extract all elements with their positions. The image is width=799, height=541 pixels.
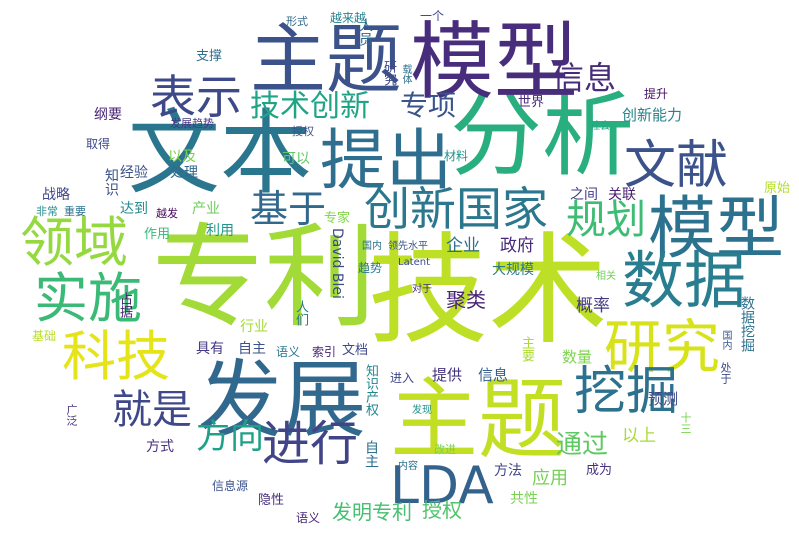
word: 重要: [64, 206, 86, 217]
word: 数量: [562, 350, 592, 365]
word: 支撑: [196, 50, 222, 63]
word: 方向: [196, 420, 264, 454]
word: 自主: [238, 342, 266, 356]
word: 具有: [196, 342, 224, 356]
word: 非常: [36, 206, 58, 217]
word: 共性: [510, 492, 538, 506]
word: 社会: [590, 122, 610, 132]
word: 数据: [622, 250, 746, 312]
word: Latent: [398, 258, 430, 268]
word: 战略: [42, 188, 70, 202]
word: 授权: [292, 126, 314, 137]
word: 知识产权: [364, 364, 377, 416]
word: 成为: [586, 464, 612, 477]
word: 聚类: [446, 290, 486, 310]
word: 信息源: [212, 480, 248, 492]
word: 达到: [120, 202, 148, 216]
word: 取得: [86, 138, 110, 150]
word: 语义: [296, 512, 320, 524]
word: 国内: [720, 330, 730, 350]
word: 提供: [432, 368, 462, 383]
word: 应用: [532, 470, 568, 488]
word: 进行: [262, 420, 358, 468]
word: 处理: [170, 166, 198, 180]
word: 发展趋势: [170, 118, 214, 129]
word: 国内: [362, 242, 382, 252]
word: 科技: [62, 330, 170, 384]
word: 领先水平: [388, 242, 428, 252]
word: 世界: [518, 96, 544, 109]
word: 发明专利: [332, 502, 412, 522]
word: 材料: [444, 150, 468, 162]
word: 隐性: [258, 494, 284, 507]
word: 以及: [168, 150, 196, 164]
word: 语义: [276, 346, 300, 358]
word: 规划: [566, 200, 646, 240]
word: 基础: [32, 330, 56, 342]
word: 主要: [520, 336, 533, 362]
word: 企业: [446, 238, 480, 255]
word: 纲要: [94, 108, 122, 122]
word: 信息: [478, 368, 508, 383]
word: 信息: [552, 62, 616, 94]
word: 主题: [390, 376, 566, 464]
word: 通过: [556, 432, 608, 458]
word: 之间: [570, 188, 598, 202]
word: 提升: [644, 88, 668, 100]
word: 创新能力: [622, 108, 682, 123]
word: 内容: [398, 462, 418, 472]
word: 经验: [120, 166, 148, 180]
word: 趋势: [358, 262, 382, 274]
word: 改进: [434, 444, 456, 455]
word: 领域: [20, 216, 128, 270]
word: 自主: [364, 440, 378, 468]
word: 载体: [400, 64, 410, 84]
word: 知识: [104, 168, 118, 196]
word: 预测: [648, 392, 678, 407]
word: 文献: [624, 140, 728, 192]
word: 政府: [500, 238, 534, 255]
word: 方法: [494, 464, 522, 478]
word: 一个: [420, 10, 444, 22]
word: 广泛: [66, 404, 77, 426]
word: David Blei: [330, 228, 344, 299]
word: 研究: [382, 60, 395, 86]
word: 索引: [312, 346, 336, 358]
word: 方式: [146, 440, 174, 454]
word: 作用: [144, 228, 170, 241]
word: 进入: [390, 372, 414, 384]
word: 相关: [596, 272, 616, 282]
word: 表示: [150, 74, 242, 120]
word: 概率: [576, 298, 610, 315]
word: 主题: [250, 22, 402, 98]
word: 占据: [118, 292, 131, 318]
word: 数据挖掘: [740, 296, 754, 352]
word: 十三: [680, 412, 691, 434]
word: 授权: [422, 500, 462, 520]
word: 大规模: [492, 263, 534, 277]
word: 行业: [240, 320, 268, 334]
word: 关联: [608, 188, 636, 202]
word: 以上: [622, 428, 656, 445]
word: 越发: [156, 208, 178, 219]
word: 专项: [400, 92, 456, 120]
word: 就是: [112, 390, 192, 430]
word: 人员: [358, 18, 372, 46]
word: 创新国家: [364, 186, 548, 232]
word: 产业: [192, 202, 220, 216]
word: 可以: [282, 152, 310, 166]
word: 处于: [720, 362, 731, 384]
word: 利用: [206, 224, 234, 238]
word: 文档: [342, 344, 368, 357]
word: 对于: [412, 285, 432, 295]
word: 原始: [764, 182, 790, 195]
word: 基于: [250, 190, 326, 228]
word: 专家: [324, 212, 350, 225]
word: 人们: [294, 300, 307, 326]
word: 技术创新: [250, 92, 370, 122]
word: 发现: [412, 406, 432, 416]
word: 形式: [286, 16, 308, 27]
